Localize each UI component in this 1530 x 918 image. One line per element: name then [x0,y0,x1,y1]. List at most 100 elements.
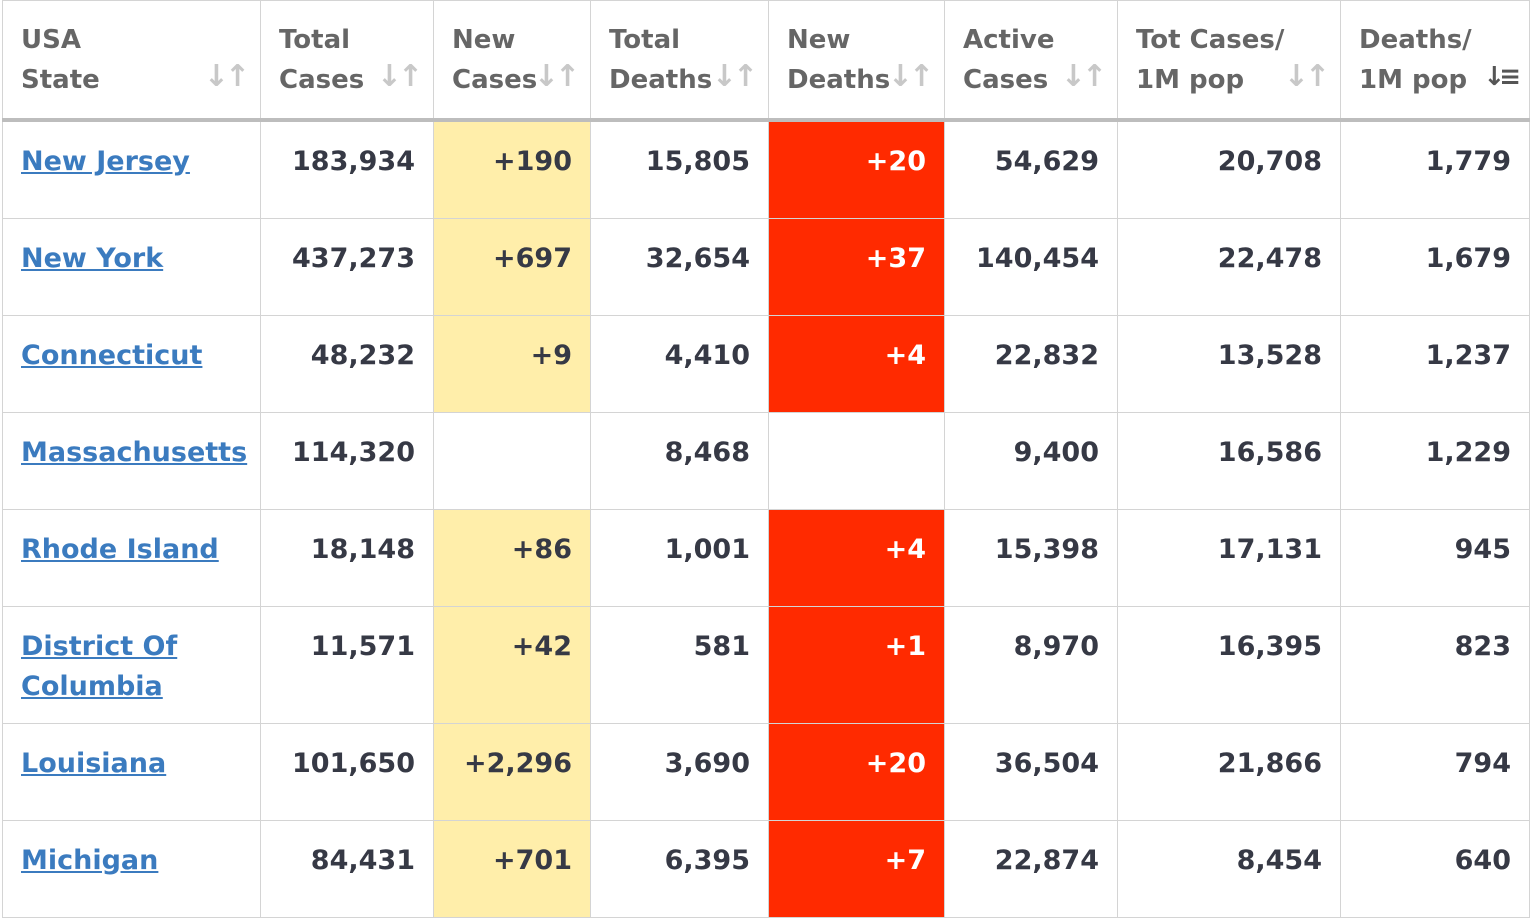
state-cell: Louisiana [2,723,261,821]
state-cell: District Of Columbia [2,606,261,724]
table-row: Massachusetts 114,320 8,468 9,400 16,586 1,22… [2,412,1530,510]
state-link[interactable]: Michigan [21,845,159,876]
table-row: District Of Columbia 11,571 +42 581 +1 8,970 1… [2,606,1530,724]
state-cell: Rhode Island [2,509,261,607]
table-row: Rhode Island 18,148 +86 1,001 +4 15,398 17,131… [2,509,1530,607]
header-state[interactable]: USA State ↓↑ [2,0,261,121]
header-deaths-per-1m[interactable]: Deaths/1M pop ↓≡ [1340,0,1530,121]
sort-icon[interactable]: ↓↑ [533,59,580,94]
state-cell: New Jersey [2,119,261,219]
sort-icon[interactable]: ↓↑ [203,59,250,94]
state-link[interactable]: District Of Columbia [21,631,178,702]
state-link[interactable]: Rhode Island [21,534,219,565]
table-row: New Jersey 183,934 +190 15,805 +20 54,629 20,7… [2,119,1530,219]
new-cases-cell: +9 [433,315,591,413]
header-label-line1: New [452,24,516,55]
state-link[interactable]: New Jersey [21,146,190,177]
header-new-deaths[interactable]: New Deaths ↓↑ [768,0,945,121]
table-row: Michigan 84,431 +701 6,395 +7 22,874 8,454 640 [2,820,1530,918]
header-label-line2: 1M pop [1136,64,1245,95]
header-label-line1: New [787,24,851,55]
total-deaths-cell: 4,410 [590,315,769,413]
sort-icon[interactable]: ↓↑ [1060,59,1107,94]
tot-cases-per-1m-cell: 16,586 [1117,412,1341,510]
deaths-per-1m-cell: 823 [1340,606,1530,724]
table-row: Louisiana 101,650 +2,296 3,690 +20 36,504 21,8… [2,723,1530,821]
state-cell: New York [2,218,261,316]
deaths-per-1m-cell: 945 [1340,509,1530,607]
sort-desc-icon[interactable]: ↓≡ [1483,62,1520,92]
total-deaths-cell: 3,690 [590,723,769,821]
total-cases-cell: 101,650 [260,723,434,821]
table-row: New York 437,273 +697 32,654 +37 140,454 22,47… [2,218,1530,316]
total-cases-cell: 18,148 [260,509,434,607]
header-label-line2: Cases [963,64,1049,95]
header-label-line2: State [21,64,100,95]
deaths-per-1m-cell: 794 [1340,723,1530,821]
active-cases-cell: 36,504 [944,723,1118,821]
header-label-line2: Deaths [787,64,891,95]
new-cases-cell: +2,296 [433,723,591,821]
state-link[interactable]: Massachusetts [21,437,248,468]
header-new-cases[interactable]: New Cases ↓↑ [433,0,591,121]
header-total-cases[interactable]: Total Cases ↓↑ [260,0,434,121]
table-row: Connecticut 48,232 +9 4,410 +4 22,832 13,528 1,… [2,315,1530,413]
header-active-cases[interactable]: Active Cases ↓↑ [944,0,1118,121]
header-tot-cases-per-1m[interactable]: Tot Cases/1M pop ↓↑ [1117,0,1341,121]
total-deaths-cell: 15,805 [590,119,769,219]
new-deaths-cell: +4 [768,509,945,607]
new-cases-cell: +42 [433,606,591,724]
sort-icon[interactable]: ↓↑ [711,59,758,94]
total-cases-cell: 48,232 [260,315,434,413]
total-cases-cell: 114,320 [260,412,434,510]
header-row: USA State ↓↑ Total Cases ↓↑ New Cases ↓↑ Total… [2,0,1530,121]
header-label-line1: Total [279,24,351,55]
new-deaths-cell: +1 [768,606,945,724]
total-deaths-cell: 1,001 [590,509,769,607]
tot-cases-per-1m-cell: 16,395 [1117,606,1341,724]
header-label-line2: Cases [452,64,538,95]
new-cases-cell: +701 [433,820,591,918]
state-cell: Massachusetts [2,412,261,510]
header-label-line1: Active [963,24,1055,55]
new-deaths-cell: +37 [768,218,945,316]
total-cases-cell: 437,273 [260,218,434,316]
header-label-line2: 1M pop [1359,64,1468,95]
sort-icon[interactable]: ↓↑ [887,59,934,94]
tot-cases-per-1m-cell: 20,708 [1117,119,1341,219]
header-label-line1: Tot Cases/ [1136,24,1285,55]
new-deaths-cell: +7 [768,820,945,918]
active-cases-cell: 54,629 [944,119,1118,219]
tot-cases-per-1m-cell: 21,866 [1117,723,1341,821]
new-cases-cell [433,412,591,510]
active-cases-cell: 8,970 [944,606,1118,724]
header-label-line1: Deaths/ [1359,24,1472,55]
state-link[interactable]: Connecticut [21,340,203,371]
tot-cases-per-1m-cell: 22,478 [1117,218,1341,316]
active-cases-cell: 15,398 [944,509,1118,607]
new-deaths-cell [768,412,945,510]
sort-icon[interactable]: ↓↑ [376,59,423,94]
table-body: New Jersey 183,934 +190 15,805 +20 54,629 20,7… [2,119,1530,918]
sort-icon[interactable]: ↓↑ [1283,59,1330,94]
tot-cases-per-1m-cell: 8,454 [1117,820,1341,918]
new-cases-cell: +697 [433,218,591,316]
deaths-per-1m-cell: 1,779 [1340,119,1530,219]
deaths-per-1m-cell: 640 [1340,820,1530,918]
total-deaths-cell: 32,654 [590,218,769,316]
deaths-per-1m-cell: 1,679 [1340,218,1530,316]
tot-cases-per-1m-cell: 13,528 [1117,315,1341,413]
header-total-deaths[interactable]: Total Deaths ↓↑ [590,0,769,121]
state-link[interactable]: New York [21,243,164,274]
tot-cases-per-1m-cell: 17,131 [1117,509,1341,607]
active-cases-cell: 22,874 [944,820,1118,918]
new-deaths-cell: +4 [768,315,945,413]
deaths-per-1m-cell: 1,229 [1340,412,1530,510]
deaths-per-1m-cell: 1,237 [1340,315,1530,413]
state-link[interactable]: Louisiana [21,748,167,779]
total-deaths-cell: 581 [590,606,769,724]
state-cell: Michigan [2,820,261,918]
active-cases-cell: 140,454 [944,218,1118,316]
new-cases-cell: +190 [433,119,591,219]
